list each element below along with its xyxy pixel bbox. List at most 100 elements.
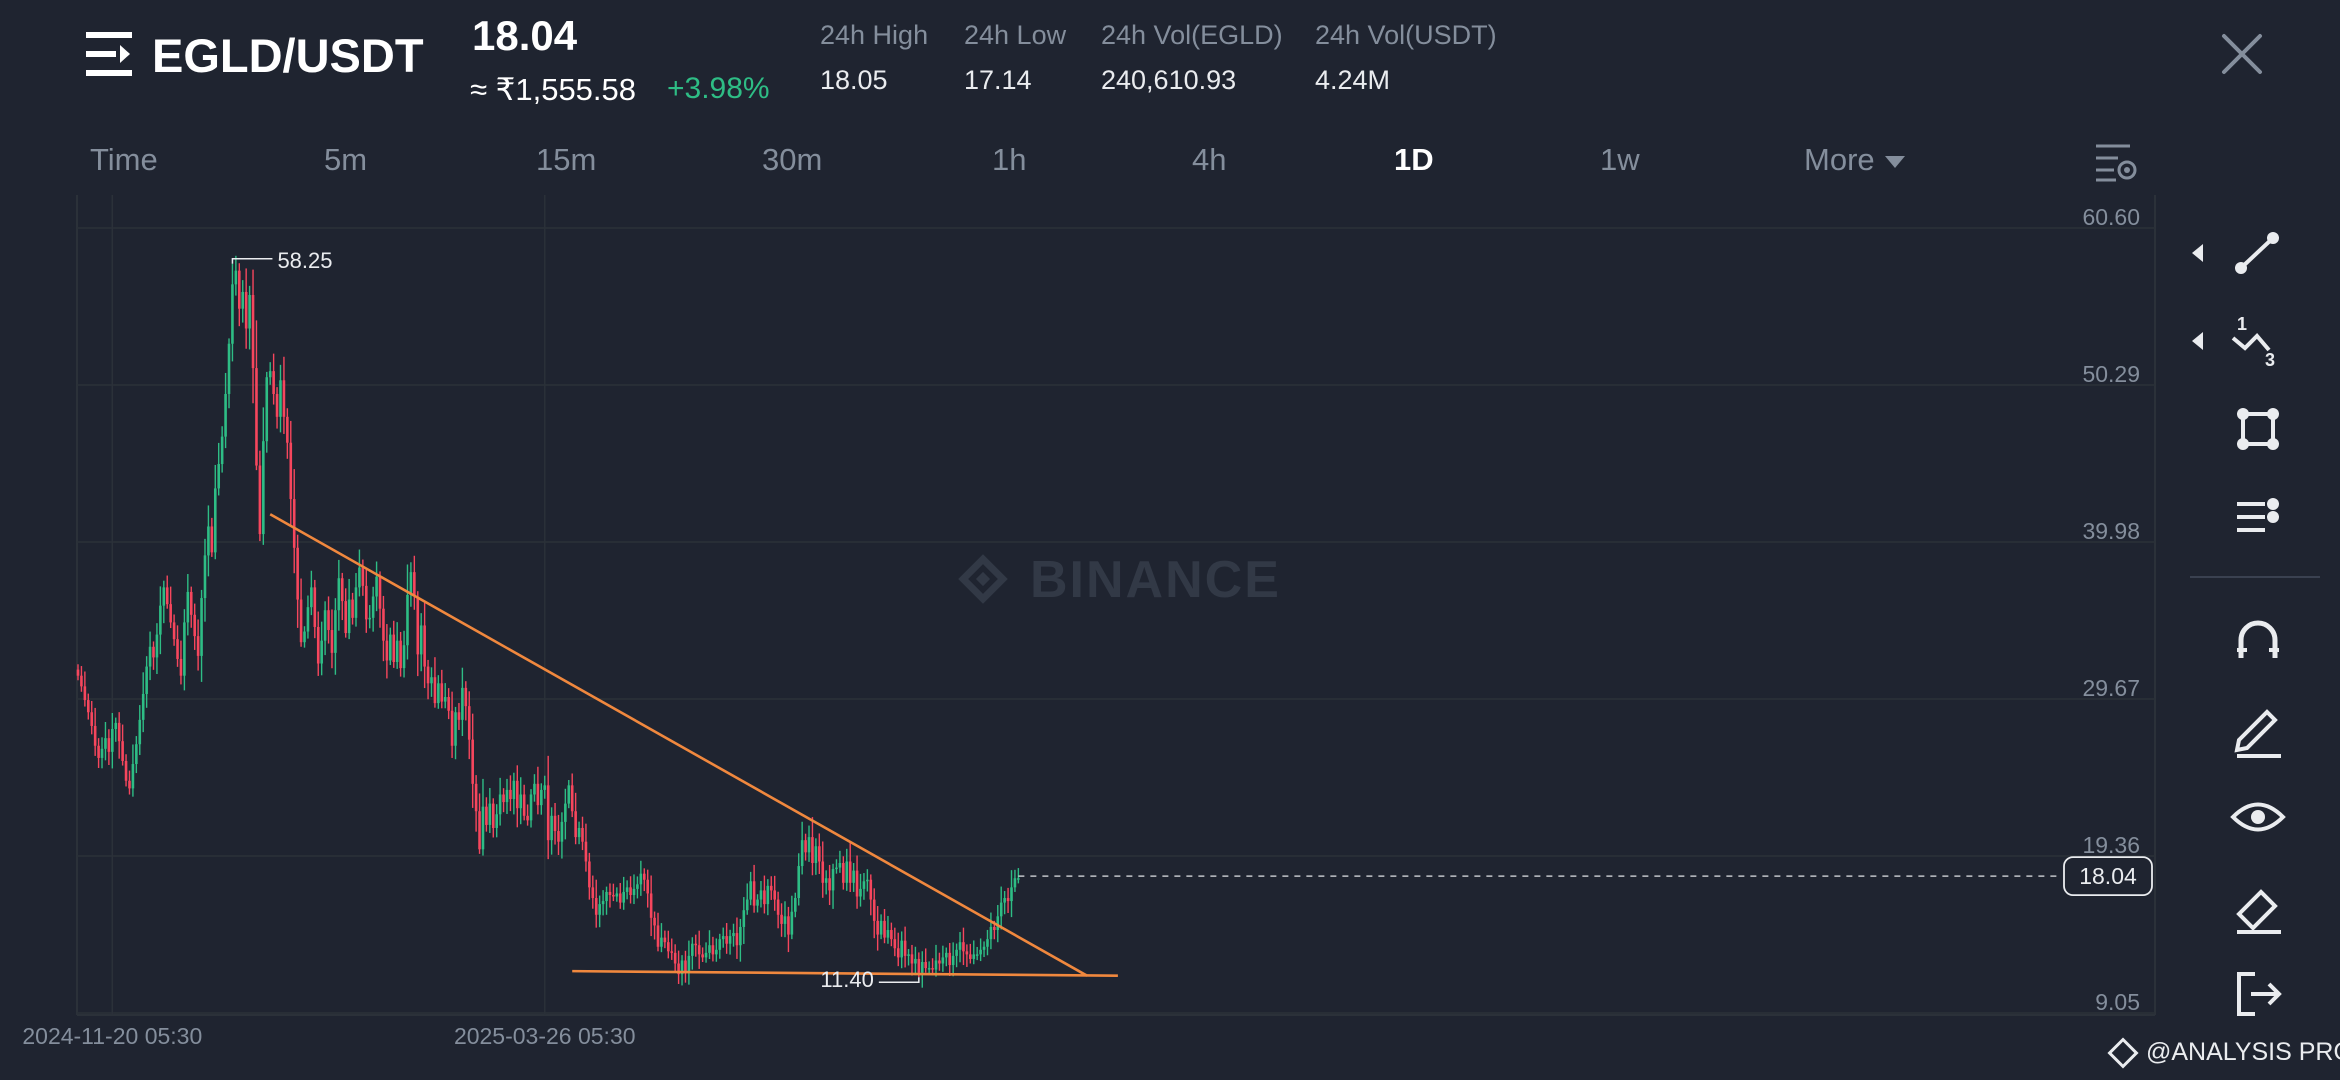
candle-body — [975, 954, 979, 956]
tab-time[interactable]: Time — [90, 142, 158, 177]
expand-caret-icon[interactable] — [2192, 332, 2203, 350]
candle-body — [739, 926, 742, 946]
candle-body — [200, 598, 203, 656]
candle-body — [258, 465, 262, 535]
candle-body — [821, 861, 825, 883]
candle-body — [783, 916, 787, 924]
fibonacci-icon[interactable]: 1 3 — [2225, 308, 2291, 374]
stat-24h-high: 24h High 18.05 — [820, 20, 928, 96]
trading-pair-title[interactable]: EGLD/USDT — [152, 29, 424, 82]
tab-more[interactable]: More — [1804, 142, 1905, 178]
candle-body — [533, 783, 536, 795]
candle-body — [728, 936, 732, 944]
brand-diamond-icon — [2107, 1037, 2139, 1069]
expand-caret-icon[interactable] — [2192, 244, 2203, 262]
candle-body — [842, 863, 845, 883]
candle-body — [824, 878, 828, 883]
candle-body — [111, 728, 114, 752]
candle-body — [189, 591, 193, 615]
candle-body — [958, 942, 962, 950]
stat-value: 17.14 — [964, 65, 1032, 95]
candle-body — [773, 890, 776, 900]
candle-body — [639, 873, 643, 885]
candle-body — [224, 393, 227, 437]
candle-body — [763, 890, 766, 905]
candle-body — [172, 622, 176, 640]
chart-settings-icon[interactable] — [2094, 140, 2138, 184]
tab-15m[interactable]: 15m — [536, 142, 597, 177]
watermark-text: BINANCE — [1030, 551, 1281, 609]
y-tick-label: 50.29 — [2082, 361, 2140, 387]
binance-watermark: BINANCE — [958, 551, 1281, 609]
candle-body — [131, 764, 135, 789]
candle-body — [553, 815, 557, 832]
candle-body — [646, 879, 650, 894]
candle-body — [787, 916, 790, 935]
candle-body — [303, 631, 306, 643]
candle-body — [972, 954, 976, 959]
tab-1d[interactable]: 1D — [1394, 142, 1434, 177]
shape-icon[interactable] — [2225, 396, 2291, 462]
candle-body — [358, 567, 361, 588]
candlestick-chart[interactable]: BINANCE 58.25 11.40 60.60 50.29 39.98 29.67 1… — [0, 195, 2170, 1080]
exit-icon[interactable] — [2225, 960, 2291, 1026]
candle-body — [509, 789, 512, 800]
drawn-trendlines — [269, 513, 1118, 977]
candle-body — [969, 954, 972, 959]
y-tick-label: 19.36 — [2082, 832, 2140, 858]
candle-body — [292, 499, 296, 548]
close-icon[interactable] — [2216, 28, 2268, 80]
stat-label: 24h Vol(USDT) — [1315, 20, 1497, 50]
tab-1h[interactable]: 1h — [992, 142, 1027, 177]
candle-body — [660, 937, 663, 947]
candle-body — [193, 614, 196, 637]
magnet-icon[interactable] — [2225, 608, 2291, 674]
candle-body — [231, 284, 234, 344]
chart-area[interactable]: BINANCE 58.25 11.40 60.60 50.29 39.98 29.67 1… — [0, 195, 2170, 1080]
current-price-line: 18.04 — [1018, 856, 2153, 897]
tab-4h[interactable]: 4h — [1192, 142, 1227, 177]
candle-body — [883, 920, 886, 938]
stat-label: 24h Vol(EGLD) — [1101, 20, 1283, 50]
candle-body — [351, 599, 354, 618]
candle-body — [272, 371, 275, 394]
candle-body — [557, 831, 560, 842]
eraser-icon[interactable] — [2225, 872, 2291, 938]
candle-body — [316, 626, 320, 664]
candle-body — [780, 914, 783, 924]
menu-icon[interactable] — [86, 32, 134, 76]
candle-body — [673, 952, 677, 964]
svg-text:3: 3 — [2265, 350, 2275, 370]
stat-24h-low: 24h Low 17.14 — [964, 20, 1066, 96]
candle-body — [797, 866, 801, 899]
candle-body — [636, 884, 639, 889]
candle-body — [962, 942, 965, 952]
candle-body — [708, 945, 711, 953]
candle-body — [831, 869, 835, 891]
candle-body — [625, 887, 629, 892]
candle-body — [577, 827, 581, 838]
candle-body — [330, 630, 334, 653]
candles — [76, 255, 1020, 988]
trend-line-icon[interactable] — [2225, 220, 2291, 286]
candle-body — [680, 960, 684, 975]
candle-body — [337, 578, 341, 611]
tab-30m[interactable]: 30m — [762, 142, 823, 177]
indicators-icon[interactable] — [2225, 484, 2291, 550]
visibility-eye-icon[interactable] — [2225, 784, 2291, 850]
candle-body — [310, 587, 313, 608]
tab-5m[interactable]: 5m — [324, 142, 368, 177]
candle-body — [1003, 898, 1006, 903]
tab-1w[interactable]: 1w — [1600, 142, 1640, 177]
candle-body — [440, 683, 444, 702]
candle-body — [907, 954, 910, 956]
candle-body — [169, 604, 172, 623]
candle-body — [207, 526, 210, 556]
candle-body — [505, 789, 509, 803]
candle-body — [893, 939, 897, 949]
candle-body — [299, 599, 303, 643]
candle-body — [162, 587, 166, 606]
y-axis: 60.60 50.29 39.98 29.67 19.36 9.05 — [2082, 204, 2140, 1015]
current-price-tag — [2063, 856, 2153, 897]
brush-icon[interactable] — [2225, 696, 2291, 762]
